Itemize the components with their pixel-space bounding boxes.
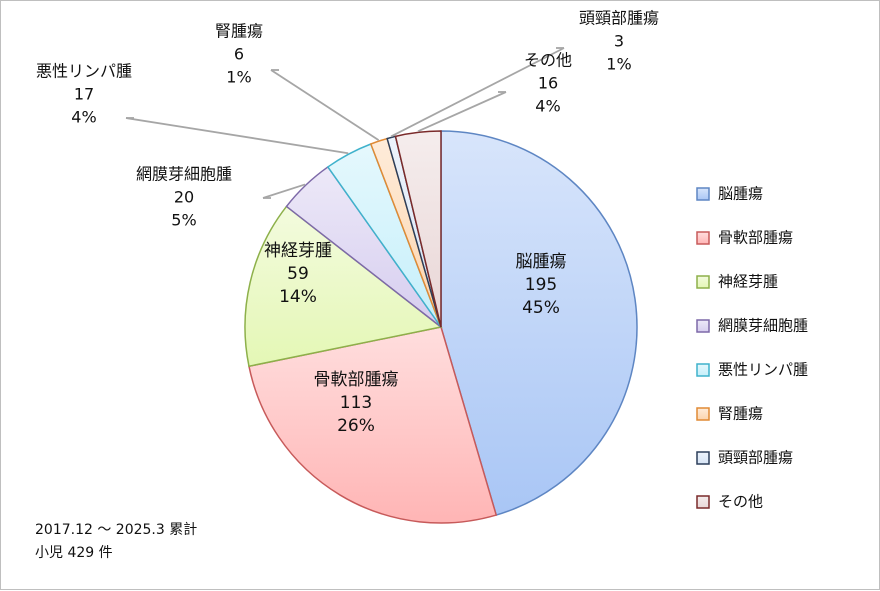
slice-label-percent: 14% <box>279 287 317 307</box>
legend-swatch <box>696 495 710 509</box>
slice-labels: 脳腫瘍 195 45% 骨軟部腫瘍 113 26% 神経芽腫 59 14% 網膜芽細胞腫 20 5% 悪… <box>36 9 659 437</box>
slice-label-value: 6 <box>234 45 244 64</box>
leader-line <box>390 47 565 138</box>
leader-line <box>262 183 306 199</box>
note-period: 2017.12 ～ 2025.3 累計 <box>35 522 198 538</box>
pie-slice <box>248 326 498 524</box>
pie-slice <box>394 130 442 328</box>
legend-label: 悪性リンパ腫 <box>718 361 808 379</box>
legend-swatch <box>696 451 710 465</box>
slice-label-value: 113 <box>340 393 372 413</box>
note: 2017.12 ～ 2025.3 累計 小児 429 件 <box>35 519 197 565</box>
legend-swatch <box>696 363 710 377</box>
legend-label: 脳腫瘍 <box>718 185 763 203</box>
leader-line <box>125 117 349 155</box>
slice-label-value: 20 <box>174 188 194 207</box>
slice-label-percent: 26% <box>337 416 375 436</box>
note-total: 小児 429 件 <box>35 545 113 561</box>
legend-label: 骨軟部腫瘍 <box>718 229 793 247</box>
pie-slices <box>244 130 638 524</box>
slice-label-percent: 5% <box>171 211 196 230</box>
slice-label-value: 3 <box>614 32 624 51</box>
slice-label-name: 頭頸部腫瘍 <box>579 9 659 28</box>
slice-label-name: 骨軟部腫瘍 <box>314 370 399 390</box>
slice-label-value: 59 <box>287 264 309 284</box>
slice-label-value: 195 <box>525 275 557 295</box>
slice-label-name: 悪性リンパ腫 <box>36 62 132 81</box>
slice-label-name: 神経芽腫 <box>264 241 332 261</box>
slice-label-value: 16 <box>538 74 558 93</box>
legend-label: その他 <box>718 493 763 511</box>
slice-label-percent: 45% <box>522 298 560 318</box>
legend-label: 神経芽腫 <box>718 273 778 291</box>
legend-swatch <box>696 319 710 333</box>
slice-label-name: 網膜芽細胞腫 <box>136 165 232 184</box>
leader-lines <box>125 47 565 199</box>
slice-label-name: 脳腫瘍 <box>516 252 567 272</box>
slice-label-percent: 1% <box>226 68 251 87</box>
legend-label: 網膜芽細胞腫 <box>718 317 808 335</box>
slice-label-percent: 4% <box>71 108 96 127</box>
leader-line <box>270 69 380 141</box>
pie-slice <box>440 130 638 516</box>
legend-swatch <box>696 407 710 421</box>
legend-label: 腎腫瘍 <box>718 405 763 423</box>
legend-swatch <box>696 275 710 289</box>
pie-slice <box>244 205 443 368</box>
slice-label-name: 腎腫瘍 <box>215 22 263 41</box>
legend-swatch <box>696 231 710 245</box>
slice-label-percent: 4% <box>535 97 560 116</box>
slice-label-value: 17 <box>74 85 94 104</box>
legend-label: 頭頸部腫瘍 <box>718 449 793 467</box>
legend-swatch <box>696 187 710 201</box>
slice-label-name: その他 <box>524 51 572 70</box>
slice-label-percent: 1% <box>606 55 631 74</box>
leader-line <box>417 91 507 133</box>
